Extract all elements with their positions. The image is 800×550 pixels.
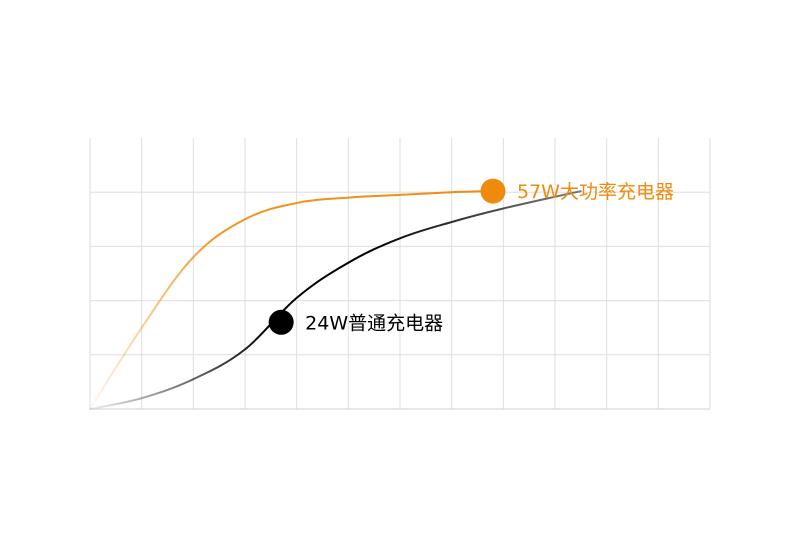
series-labels: 57W大功率充电器 24W普通充电器 bbox=[305, 181, 674, 334]
standard-charger-label: 24W普通充电器 bbox=[305, 312, 443, 334]
fast-charger-label: 57W大功率充电器 bbox=[517, 181, 674, 203]
standard-charger-marker bbox=[268, 309, 294, 335]
standard-charger-line bbox=[89, 190, 582, 410]
series-lines bbox=[89, 190, 582, 410]
fast-charger-line bbox=[89, 190, 494, 410]
fast-charger-marker bbox=[480, 178, 506, 204]
grid bbox=[89, 138, 711, 410]
series-markers bbox=[268, 178, 506, 335]
